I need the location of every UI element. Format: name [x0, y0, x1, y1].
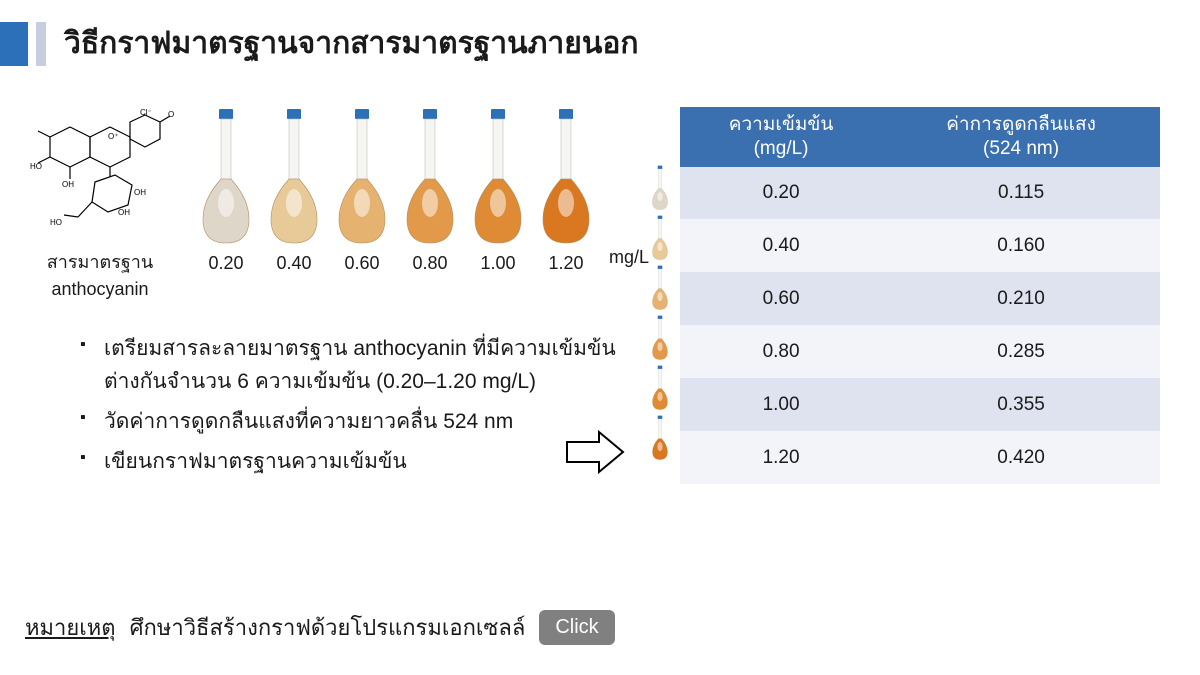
note-label: หมายเหตุ: [25, 610, 116, 645]
structure-and-flask-row: OH HO OH OH HO O O⁺ Cl⁻ สารมาตรฐาน antho…: [20, 107, 640, 302]
table-cell: 0.160: [882, 219, 1160, 272]
svg-text:OH: OH: [134, 188, 146, 197]
table-cell: 0.355: [882, 378, 1160, 431]
note-text: ศึกษาวิธีสร้างกราฟด้วยโปรแกรมเอกเซลล์: [130, 610, 526, 645]
table-cell: 0.20: [680, 167, 882, 220]
flask-concentration-label: 0.80: [412, 253, 447, 274]
table-row: 0.600.210: [680, 272, 1160, 325]
flask-icon: [197, 107, 255, 247]
click-button[interactable]: Click: [539, 610, 614, 645]
svg-text:OH: OH: [62, 180, 74, 189]
table-row: 1.200.420: [680, 431, 1160, 484]
table-cell: 0.80: [680, 325, 882, 378]
svg-text:O: O: [168, 110, 174, 119]
flask-row-container: 0.20 0.40 0.60 0.80 1.00 1.20mg/L: [195, 107, 649, 274]
accent-bar-primary: [0, 22, 28, 66]
flask-item: 1.00: [467, 107, 529, 274]
table-header-cell: ค่าการดูดกลืนแสง(524 nm): [882, 107, 1160, 167]
svg-text:O⁺: O⁺: [108, 132, 118, 141]
absorbance-table: ความเข้มข้น(mg/L)ค่าการดูดกลืนแสง(524 nm…: [680, 107, 1160, 484]
table-cell: 0.40: [680, 219, 882, 272]
bullet-item: เขียนกราฟมาตรฐานความเข้มข้น: [80, 445, 640, 479]
footer-note: หมายเหตุ ศึกษาวิธีสร้างกราฟด้วยโปรแกรมเอ…: [25, 610, 615, 645]
table-row: 1.000.355: [680, 378, 1160, 431]
flask-icon: [401, 107, 459, 247]
flask-item: 0.60: [331, 107, 393, 274]
flask-item: 0.20: [195, 107, 257, 274]
anthocyanin-structure-icon: OH HO OH OH HO O O⁺ Cl⁻: [20, 107, 180, 247]
mini-flask-icon: [640, 163, 680, 213]
table-row: 0.200.115: [680, 167, 1160, 220]
mini-flask-icon: [640, 213, 680, 263]
mini-flask-icon: [640, 313, 680, 363]
bullet-item: เตรียมสารละลายมาตรฐาน anthocyanin ที่มีค…: [80, 332, 640, 399]
structure-label-1: สารมาตรฐาน: [20, 251, 180, 274]
title-bar: วิธีกราฟมาตรฐานจากสารมาตรฐานภายนอก: [0, 0, 1200, 67]
mini-flask-icon: [640, 363, 680, 413]
accent-bar-secondary: [36, 22, 46, 66]
content-area: OH HO OH OH HO O O⁺ Cl⁻ สารมาตรฐาน antho…: [0, 107, 1200, 484]
flask-item: 1.20: [535, 107, 597, 274]
right-column: ความเข้มข้น(mg/L)ค่าการดูดกลืนแสง(524 nm…: [640, 107, 1180, 484]
page-title: วิธีกราฟมาตรฐานจากสารมาตรฐานภายนอก: [64, 20, 639, 67]
svg-text:HO: HO: [30, 162, 42, 171]
flask-concentration-label: 1.00: [480, 253, 515, 274]
flask-icon: [265, 107, 323, 247]
svg-text:OH: OH: [118, 208, 130, 217]
table-cell: 0.115: [882, 167, 1160, 220]
table-row: 0.400.160: [680, 219, 1160, 272]
flask-icon: [469, 107, 527, 247]
mini-flask-icon: [640, 263, 680, 313]
left-column: OH HO OH OH HO O O⁺ Cl⁻ สารมาตรฐาน antho…: [20, 107, 640, 484]
structure-label-2: anthocyanin: [20, 278, 180, 301]
svg-text:Cl⁻: Cl⁻: [140, 108, 152, 117]
flask-concentration-label: 1.20: [548, 253, 583, 274]
arrow-icon: [565, 430, 625, 479]
table-cell: 0.285: [882, 325, 1160, 378]
table-cell: 0.210: [882, 272, 1160, 325]
bullet-item: วัดค่าการดูดกลืนแสงที่ความยาวคลื่น 524 n…: [80, 405, 640, 439]
table-header-cell: ความเข้มข้น(mg/L): [680, 107, 882, 167]
mini-flask-icon: [640, 413, 680, 463]
flask-item: 0.40: [263, 107, 325, 274]
table-cell: 1.20: [680, 431, 882, 484]
instruction-bullets: เตรียมสารละลายมาตรฐาน anthocyanin ที่มีค…: [80, 332, 640, 478]
table-cell: 0.60: [680, 272, 882, 325]
table-row: 0.800.285: [680, 325, 1160, 378]
table-flask-icons: [640, 107, 680, 484]
flask-concentration-label: 0.60: [344, 253, 379, 274]
table-cell: 0.420: [882, 431, 1160, 484]
flask-icon: [333, 107, 391, 247]
flask-concentration-label: 0.20: [208, 253, 243, 274]
chemical-structure: OH HO OH OH HO O O⁺ Cl⁻ สารมาตรฐาน antho…: [20, 107, 180, 302]
flask-concentration-label: 0.40: [276, 253, 311, 274]
svg-text:HO: HO: [50, 218, 62, 227]
flask-icon: [537, 107, 595, 247]
table-cell: 1.00: [680, 378, 882, 431]
flask-item: 0.80: [399, 107, 461, 274]
flask-row: 0.20 0.40 0.60 0.80 1.00 1.20mg/L: [195, 107, 649, 274]
